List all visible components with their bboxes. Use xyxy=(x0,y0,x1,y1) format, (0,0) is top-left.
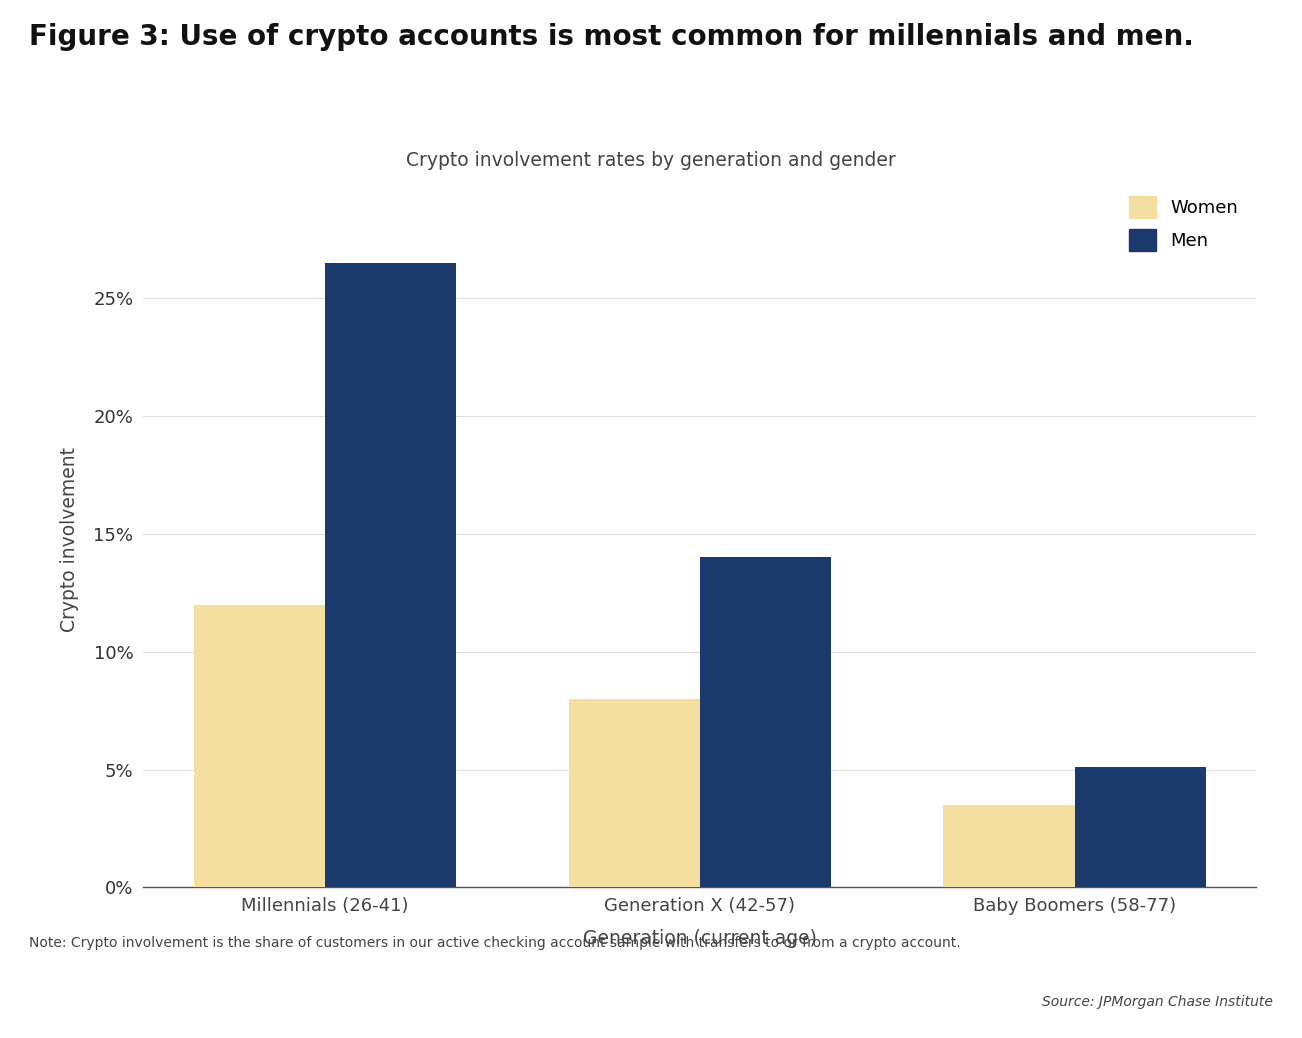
Bar xyxy=(1074,767,1206,887)
Text: Figure 3: Use of crypto accounts is most common for millennials and men.: Figure 3: Use of crypto accounts is most… xyxy=(29,23,1194,51)
Bar xyxy=(326,263,456,887)
Y-axis label: Crypto involvement: Crypto involvement xyxy=(60,447,79,632)
Legend: Women, Men: Women, Men xyxy=(1120,187,1247,261)
Text: Source: JPMorgan Chase Institute: Source: JPMorgan Chase Institute xyxy=(1043,995,1273,1009)
Text: Crypto involvement rates by generation and gender: Crypto involvement rates by generation a… xyxy=(406,152,896,170)
Bar xyxy=(569,699,700,887)
Bar xyxy=(944,805,1074,887)
Text: Note: Crypto involvement is the share of customers in our active checking accoun: Note: Crypto involvement is the share of… xyxy=(29,936,961,950)
Bar xyxy=(194,604,326,887)
X-axis label: Generation (current age): Generation (current age) xyxy=(583,929,816,948)
Bar xyxy=(700,557,831,887)
